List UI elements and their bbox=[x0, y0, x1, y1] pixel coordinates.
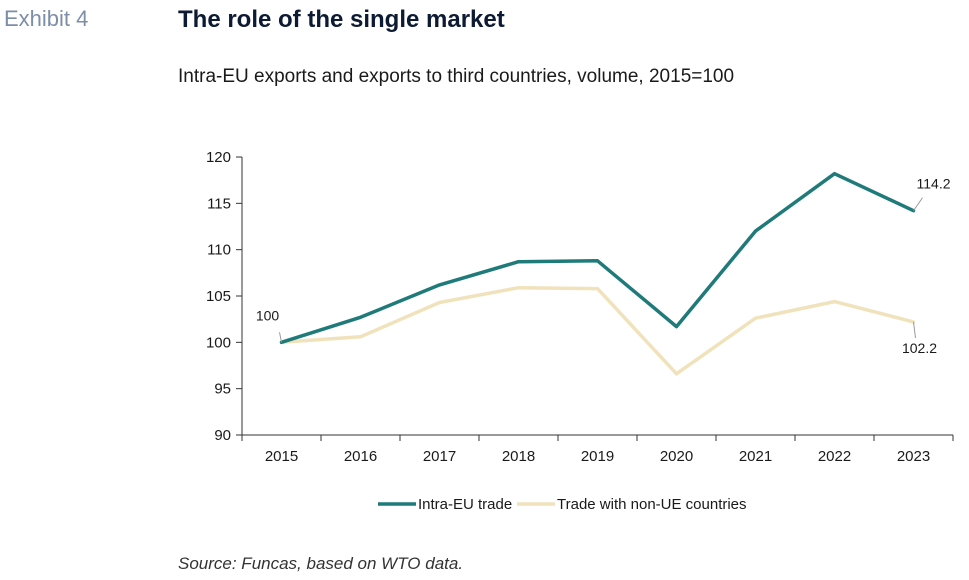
y-tick-label: 120 bbox=[206, 149, 231, 166]
x-tick-label: 2019 bbox=[581, 448, 614, 465]
y-tick-label: 110 bbox=[207, 242, 231, 259]
x-tick-label: 2023 bbox=[897, 448, 930, 465]
y-tick-label: 100 bbox=[206, 334, 231, 351]
x-tick-label: 2015 bbox=[265, 448, 298, 465]
annotation-layer: 100 114.2 102.2 bbox=[256, 176, 951, 356]
chart-subtitle: Intra-EU exports and exports to third co… bbox=[178, 66, 735, 87]
y-tick-label: 90 bbox=[214, 427, 231, 444]
chart-axes: 90 95 100 105 110 115 120 2015 2016 2017 2018 2019 2… bbox=[206, 149, 954, 465]
series-line-intra-eu bbox=[279, 171, 916, 345]
chart-legend: Intra-EU trade Trade with non-UE countrie… bbox=[378, 496, 747, 513]
y-tick-label: 115 bbox=[207, 195, 231, 212]
x-tick-label: 2018 bbox=[502, 448, 535, 465]
y-tick-label: 105 bbox=[206, 288, 231, 305]
series-line-non-ue bbox=[279, 285, 916, 376]
exhibit-label: Exhibit 4 bbox=[4, 6, 89, 31]
series-layer bbox=[279, 171, 916, 376]
annotation-leader bbox=[913, 321, 916, 339]
y-tick-label: 95 bbox=[214, 381, 231, 398]
annotation-leader bbox=[279, 332, 282, 343]
source-note: Source: Funcas, based on WTO data. bbox=[178, 554, 464, 573]
legend-label-intra-eu: Intra-EU trade bbox=[418, 496, 512, 513]
data-label: 102.2 bbox=[902, 340, 937, 356]
data-label: 100 bbox=[256, 307, 280, 323]
x-tick-label: 2022 bbox=[818, 448, 851, 465]
data-label: 114.2 bbox=[917, 176, 951, 192]
x-tick-label: 2020 bbox=[660, 448, 693, 465]
x-tick-label: 2016 bbox=[344, 448, 377, 465]
chart-title: The role of the single market bbox=[178, 6, 505, 33]
x-tick-label: 2021 bbox=[739, 448, 772, 465]
line-chart: 90 95 100 105 110 115 120 2015 2016 2017 2018 2019 2… bbox=[206, 149, 954, 513]
annotation-leader bbox=[913, 197, 923, 212]
x-tick-label: 2017 bbox=[423, 448, 456, 465]
legend-label-non-ue: Trade with non-UE countries bbox=[557, 496, 747, 513]
